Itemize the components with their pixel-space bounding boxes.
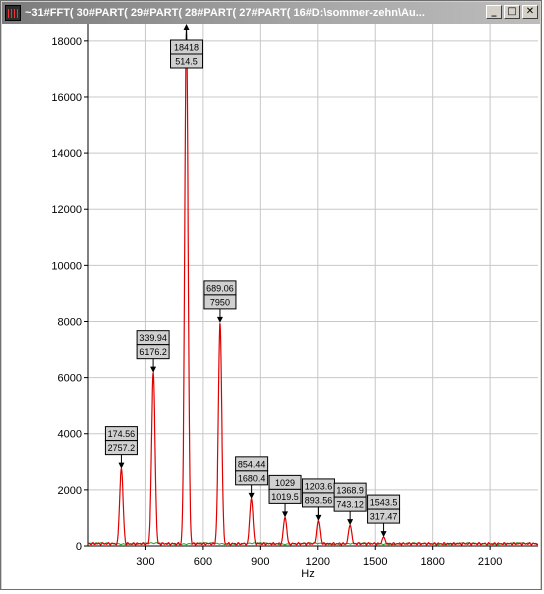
peak-label-amplitude: 317.47: [370, 512, 398, 522]
peak-label-frequency: 1203.6: [305, 481, 333, 491]
x-tick-label: 1200: [306, 556, 330, 568]
y-tick-label: 10000: [51, 260, 82, 272]
maximize-button[interactable]: □: [504, 5, 520, 19]
peak-label-frequency: 174.56: [108, 429, 136, 439]
peak-label-amplitude: 7950: [210, 297, 230, 307]
x-tick-label: 1500: [363, 556, 387, 568]
peak-arrow-head: [282, 511, 289, 518]
y-tick-label: 0: [76, 541, 82, 553]
peak-label-amplitude: 2757.2: [108, 443, 136, 453]
y-tick-label: 16000: [51, 92, 82, 104]
x-tick-label: 1800: [420, 556, 444, 568]
x-tick-label: 300: [136, 556, 154, 568]
peak-label-box: [367, 508, 401, 524]
y-tick-label: 18000: [51, 36, 82, 48]
y-tick-label: 14000: [51, 148, 82, 160]
y-tick-label: 6000: [58, 373, 82, 385]
spectrum-chart[interactable]: 0 2000 4000 6000 8000 10000 12000 14000 16000 180…: [2, 24, 540, 589]
y-tick-label: 4000: [58, 429, 82, 441]
title-bar[interactable]: ~31#FFT( 30#PART( 29#PART( 28#PART( 27#P…: [2, 2, 540, 24]
peak-arrow-head: [315, 514, 322, 521]
peak-arrow-head: [347, 519, 354, 526]
y-tick-label: 12000: [51, 204, 82, 216]
peak-label-frequency: 1368.9: [336, 486, 364, 496]
x-tick-label: 900: [251, 556, 269, 568]
peak-label-amplitude: 743.12: [336, 500, 364, 510]
x-tick-label: 600: [194, 556, 212, 568]
peak-label-frequency: 1029: [275, 478, 295, 488]
peak-label-amplitude: 1680.4: [238, 473, 266, 483]
peak-arrow-head: [248, 492, 255, 499]
peak-label-box: [170, 53, 204, 69]
peak-label-box: [333, 496, 367, 512]
peak-arrow-head: [118, 462, 125, 469]
peak-arrow-head: [150, 366, 157, 373]
peak-label-frequency: 18418: [174, 43, 199, 53]
y-tick-label: 2000: [58, 485, 82, 497]
caption-buttons: _ □ ✕: [486, 5, 538, 19]
peak-label-amplitude: 1019.5: [271, 492, 299, 502]
peak-label-amplitude: 514.5: [175, 57, 198, 67]
peak-label-box: [203, 294, 237, 310]
peak-label-frequency: 339.94: [139, 333, 167, 343]
peak-label-box: [104, 440, 138, 456]
peak-label-frequency: 854.44: [238, 459, 266, 469]
window-title: ~31#FFT( 30#PART( 29#PART( 28#PART( 27#P…: [25, 7, 425, 19]
plot-area[interactable]: 0 2000 4000 6000 8000 10000 12000 14000 16000 180…: [2, 24, 540, 589]
peak-arrow-head: [380, 531, 387, 538]
spectrum-app-icon[interactable]: [5, 5, 21, 21]
minimize-button[interactable]: _: [486, 5, 502, 19]
peak-label-amplitude: 893.56: [305, 495, 333, 505]
close-button[interactable]: ✕: [522, 5, 538, 19]
spectrum-series-line: [87, 29, 539, 546]
peak-label-box: [268, 488, 302, 504]
peak-label-amplitude: 6176.2: [139, 347, 167, 357]
x-tick-label: 2100: [478, 556, 502, 568]
peak-arrow-head: [216, 316, 223, 323]
y-tick-label: 8000: [58, 316, 82, 328]
x-axis-label: Hz: [301, 568, 314, 580]
peak-label-box: [235, 470, 269, 486]
peak-label-frequency: 689.06: [206, 283, 234, 293]
peak-label-box: [136, 344, 170, 360]
peak-label-frequency: 1543.5: [370, 498, 398, 508]
peak-arrow-head: [183, 24, 190, 30]
